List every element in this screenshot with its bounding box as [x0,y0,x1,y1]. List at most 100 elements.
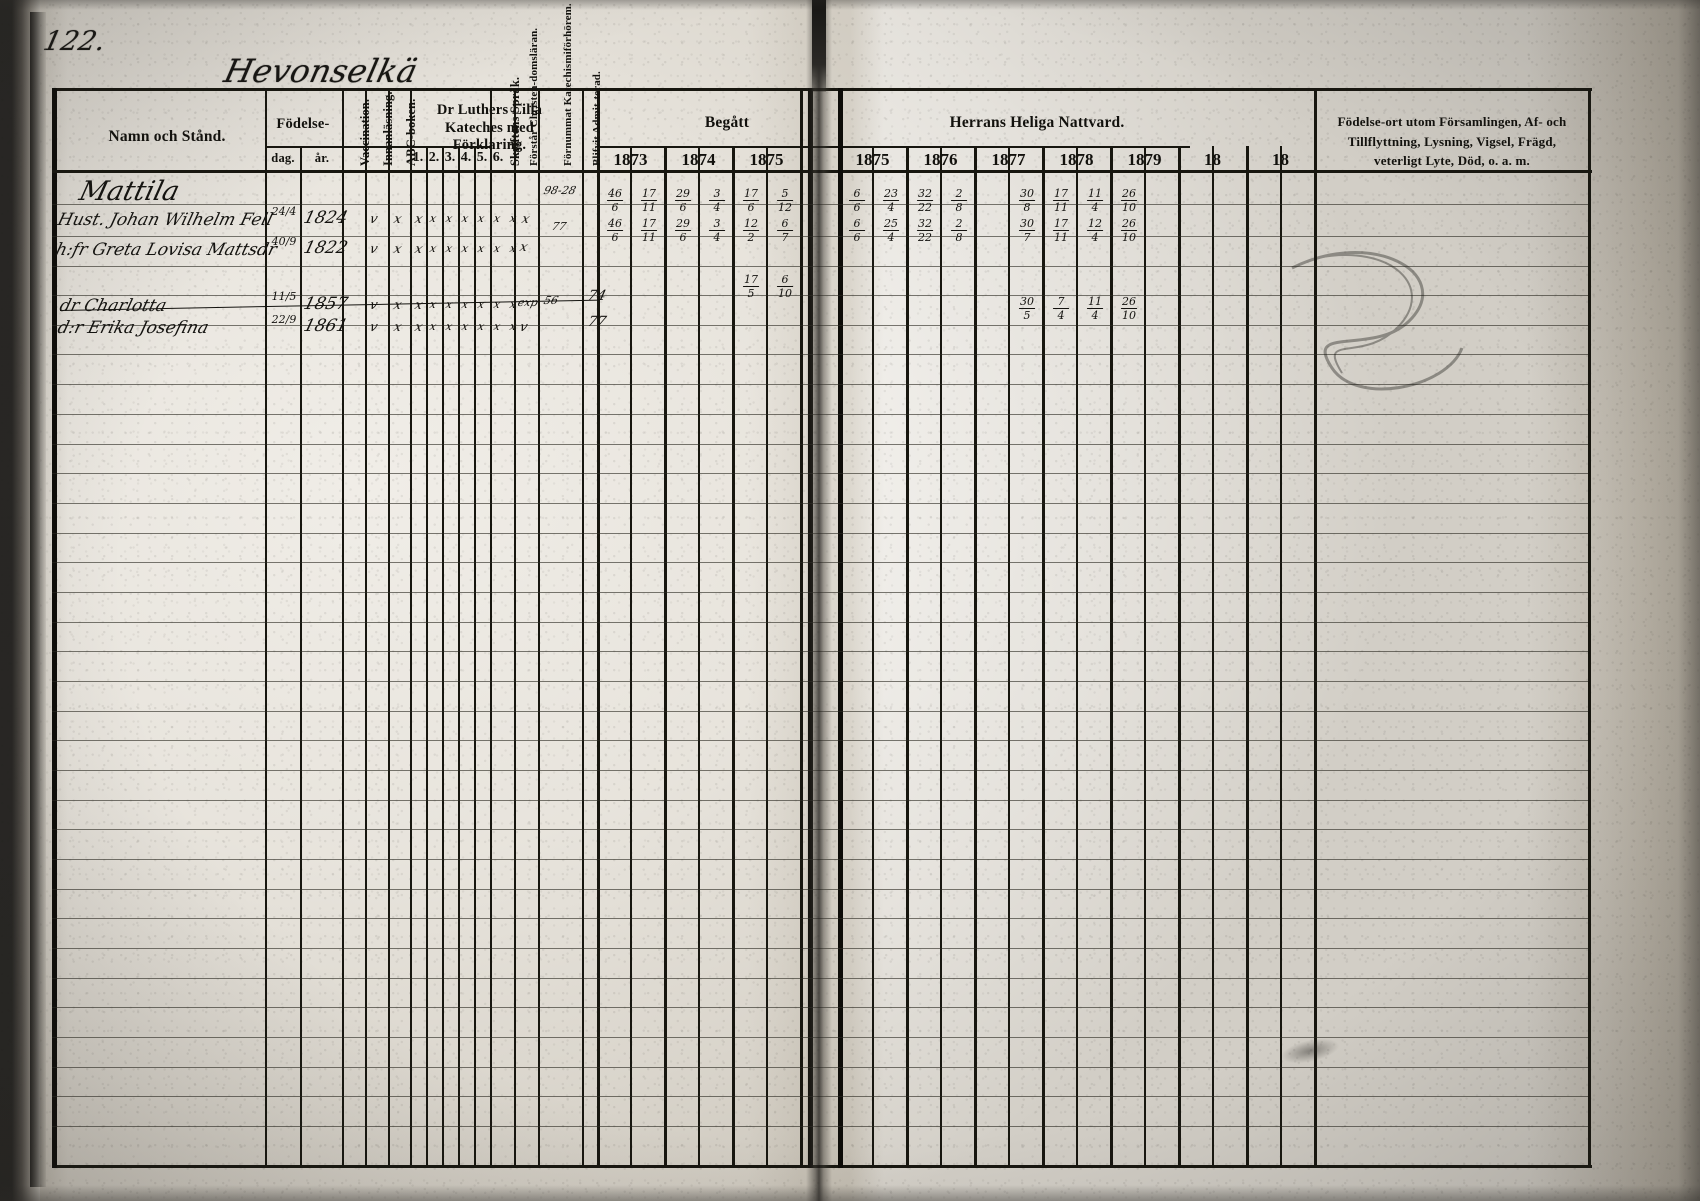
header-vaccination: Vaccination. [358,98,372,166]
entry-communion-1-2: 29 6 [670,188,696,213]
communion-num: 6 [853,187,861,200]
header-cat-num-3: 3. [444,150,456,165]
entry-communion-2-8: 32 22 [912,218,938,243]
scan-edge-right [1678,0,1700,1201]
communion-num: 7 [1057,295,1065,308]
fraction-bar [882,200,900,202]
table-border-right [1588,88,1592,1168]
communion-den: 22 [918,231,932,245]
fraction-bar [950,230,968,232]
fraction-bar [1086,308,1104,310]
entry-birthyear-2: 1822 [301,238,350,258]
entry-communion-1-11: 17 11 [1048,188,1074,213]
entry-communion-2-0: 46 6 [602,218,628,243]
entry-name-4: d:r Erika Josefina [55,318,211,338]
entry-vaccination-4: v [367,320,380,335]
fraction-bar [742,286,760,288]
entry-cat-3-1: x [428,298,438,311]
header-sub-rule-years-right [800,146,1190,148]
entry-abcbook-3: x [412,298,425,313]
birthday-num-3: 11/5 [271,290,297,303]
col-line-r1876-end [974,146,978,1168]
pen-flourish [1291,251,1464,391]
entry-abcbook-1: x [412,212,425,227]
entry-name-2: h:fr Greta Lovisa Mattsdr [53,240,279,260]
fraction-bar [1086,230,1104,232]
fraction-bar [674,200,692,202]
year-header-r1878: 1878 [1059,150,1094,169]
communion-den: 4 [1091,309,1099,323]
fraction-bar [916,200,934,202]
entry-communion-1-4: 17 6 [738,188,764,213]
entry-communion-1-3: 3 4 [704,188,730,213]
year-header-1874: 1874 [681,150,716,169]
entry-birthday-3: 11/5 [268,291,300,302]
year-header-r1876: 1876 [923,150,958,169]
col-line-vaccination [365,88,367,1168]
communion-num: 26 [1122,187,1136,200]
col-line-cat-6 [490,88,492,1168]
entry-cat-3-2: x [444,298,454,311]
year-header-blank-a: 18 [1204,150,1221,169]
entry-communion-4-3: 26 10 [1116,296,1142,321]
communion-num: 46 [608,187,622,200]
communion-den: 6 [853,201,861,215]
fraction-bar [640,230,658,232]
entry-communion-2-12: 12 4 [1082,218,1108,243]
communion-num: 29 [676,217,690,230]
entry-innerreading-2: x [391,242,404,257]
entry-communion-1-13: 26 10 [1116,188,1142,213]
header-cat-num-6: 6. [492,150,504,165]
communion-num: 32 [918,187,932,200]
birthday-num-1: 24/4 [271,205,297,218]
fraction-bar [606,200,624,202]
col-line-cat-1 [426,146,428,1168]
entry-communion-1-10: 30 8 [1014,188,1040,213]
header-catechism-title: Dr Luthers Lilla Kateches med Förklaring… [436,102,543,154]
col-line-blank18a-half [1212,146,1214,1168]
communion-num: 29 [676,187,690,200]
communion-den: 4 [1057,309,1065,323]
communion-num: 3 [713,187,721,200]
communion-num: 12 [744,217,758,230]
entry-cat-4-6: x [508,320,518,333]
entry-cat-3-5: x [492,298,502,311]
entry-scripture-4: v [517,320,530,335]
col-line-r1877-half [1008,146,1010,1168]
entry-cat-1-6: x [508,212,518,225]
page-gutter-shadow [806,0,832,1201]
year-header-r1879: 1879 [1127,150,1162,169]
fraction-bar [1052,200,1070,202]
communion-den: 6 [679,201,687,215]
communion-num: 30 [1020,187,1034,200]
entry-vaccination-2: v [367,242,380,257]
col-line-1873-end [664,146,668,1168]
year-header-r1875: 1875 [855,150,890,169]
entry-cat-2-4: x [476,242,486,255]
entry-communion-2-11: 17 11 [1048,218,1074,243]
col-line-blank18a-end [1246,146,1250,1168]
entry-innerreading-4: x [391,320,404,335]
entry-cat-2-6: x [508,242,518,255]
entry-communion-4-0: 30 5 [1014,296,1040,321]
communion-den: 5 [1023,309,1031,323]
col-line-abcbook [410,88,412,1168]
entry-hearing-3: 74 [586,288,608,304]
communion-den: 10 [1122,309,1136,323]
col-line-birthday [300,146,302,1168]
entry-abcbook-4: x [412,320,425,335]
communion-num: 26 [1122,295,1136,308]
col-line-understands [538,88,540,1168]
communion-num: 5 [781,187,789,200]
col-line-r1875-end [906,146,910,1168]
entry-cat-4-3: x [460,320,470,333]
header-cat-num-4: 4. [460,150,472,165]
header-birth: Födelse- [276,116,330,132]
header-cat-num-1: 1. [412,150,424,165]
entry-cat-4-5: x [492,320,502,333]
communion-num: 2 [955,217,963,230]
fraction-bar [640,200,658,202]
fraction-bar [1120,200,1138,202]
entry-communion-2-5: 6 7 [772,218,798,243]
